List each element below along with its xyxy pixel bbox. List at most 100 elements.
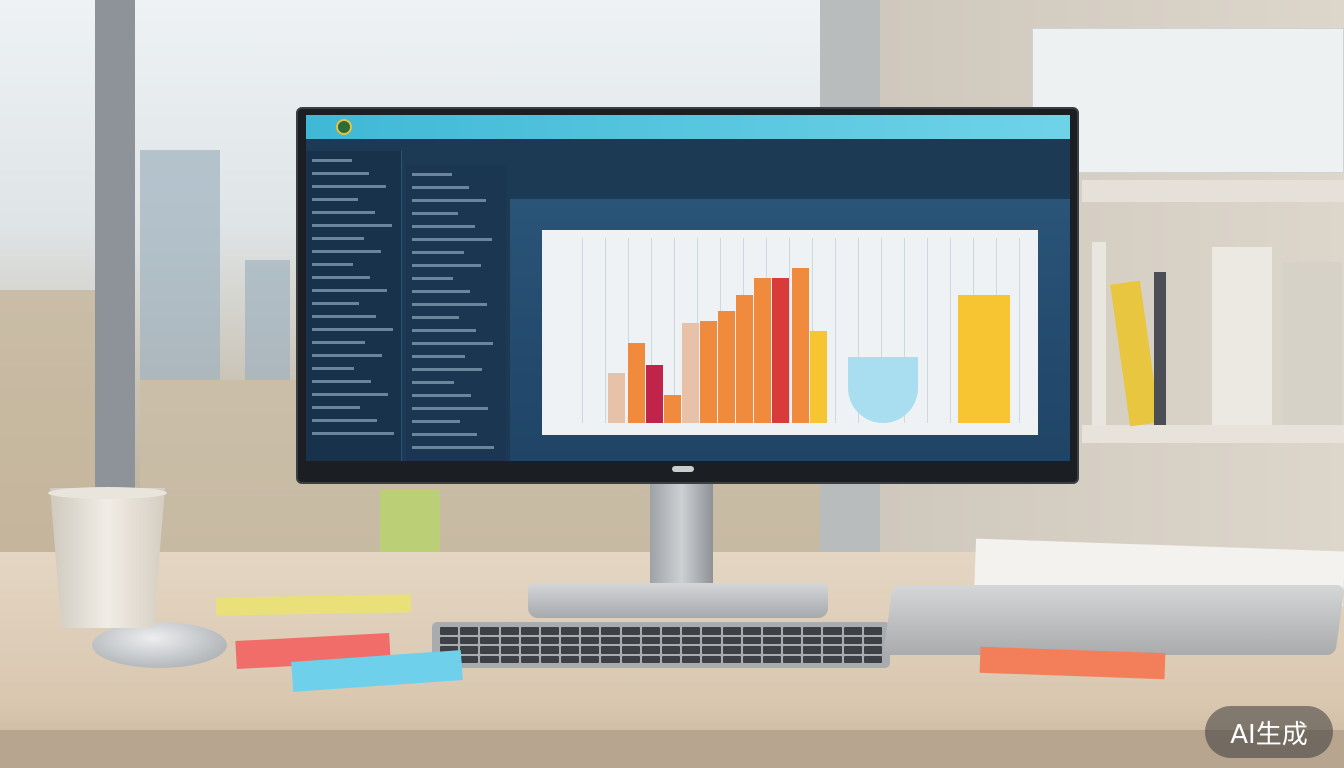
text-line bbox=[312, 315, 376, 318]
key bbox=[500, 636, 519, 644]
key bbox=[460, 627, 479, 635]
key bbox=[621, 627, 640, 635]
keyboard bbox=[432, 622, 890, 668]
grid-line bbox=[950, 238, 951, 423]
text-line bbox=[312, 185, 386, 188]
key bbox=[762, 627, 782, 635]
key bbox=[480, 646, 499, 654]
book bbox=[1110, 280, 1160, 427]
key bbox=[540, 655, 560, 663]
ai-generated-watermark: AI生成 bbox=[1205, 706, 1333, 758]
key bbox=[500, 646, 519, 654]
key bbox=[742, 636, 761, 644]
text-line bbox=[412, 368, 482, 371]
key bbox=[823, 636, 842, 644]
book bbox=[1154, 272, 1166, 425]
chart-bar bbox=[718, 311, 735, 423]
laptop bbox=[883, 585, 1344, 655]
key bbox=[843, 655, 862, 663]
key bbox=[440, 646, 459, 654]
text-line bbox=[312, 328, 393, 331]
key bbox=[863, 636, 882, 644]
key bbox=[500, 627, 519, 635]
key bbox=[661, 636, 681, 644]
text-line bbox=[412, 355, 465, 358]
key bbox=[823, 646, 842, 654]
key bbox=[520, 655, 539, 663]
app-logo-icon bbox=[336, 119, 352, 135]
book bbox=[1092, 242, 1106, 425]
key bbox=[641, 655, 660, 663]
key bbox=[863, 646, 882, 654]
text-line bbox=[412, 173, 452, 176]
chart-bar bbox=[608, 373, 625, 423]
text-line bbox=[312, 224, 392, 227]
key bbox=[460, 655, 479, 663]
building bbox=[140, 150, 220, 380]
chart-bar bbox=[772, 278, 789, 423]
key bbox=[682, 655, 701, 663]
text-line bbox=[312, 419, 377, 422]
key bbox=[601, 627, 620, 635]
key bbox=[762, 655, 782, 663]
grid-line bbox=[835, 238, 836, 423]
book bbox=[1212, 247, 1272, 425]
key bbox=[540, 646, 560, 654]
key bbox=[460, 636, 479, 644]
key bbox=[742, 646, 761, 654]
text-line bbox=[312, 198, 358, 201]
key bbox=[520, 627, 539, 635]
key bbox=[702, 646, 721, 654]
desk-edge bbox=[0, 730, 1344, 768]
text-line bbox=[312, 406, 360, 409]
key bbox=[581, 636, 600, 644]
text-line bbox=[412, 342, 493, 345]
key bbox=[520, 646, 539, 654]
grid-line bbox=[674, 238, 675, 423]
key bbox=[783, 627, 802, 635]
text-line bbox=[412, 225, 475, 228]
chart-bar bbox=[682, 323, 699, 423]
chart-bar bbox=[646, 365, 663, 423]
coffee-cup bbox=[50, 488, 165, 628]
monitor-screen bbox=[306, 115, 1070, 461]
chart-shape bbox=[848, 357, 918, 423]
key bbox=[803, 636, 822, 644]
key bbox=[440, 636, 459, 644]
key bbox=[783, 646, 802, 654]
key bbox=[742, 627, 761, 635]
key bbox=[661, 646, 681, 654]
key bbox=[742, 655, 761, 663]
text-line bbox=[412, 251, 464, 254]
grid-line bbox=[651, 238, 652, 423]
key bbox=[561, 646, 580, 654]
key bbox=[863, 627, 882, 635]
key bbox=[843, 627, 862, 635]
key bbox=[702, 636, 721, 644]
book bbox=[1282, 262, 1342, 425]
text-line bbox=[412, 212, 458, 215]
text-line bbox=[412, 186, 469, 189]
key bbox=[520, 636, 539, 644]
grid-line bbox=[628, 238, 629, 423]
key bbox=[581, 655, 600, 663]
chart-bar bbox=[754, 278, 771, 423]
text-line bbox=[312, 289, 387, 292]
text-line bbox=[312, 250, 381, 253]
key bbox=[641, 627, 660, 635]
text-line bbox=[312, 380, 371, 383]
grid-line bbox=[812, 238, 813, 423]
key bbox=[843, 646, 862, 654]
grid-line bbox=[789, 238, 790, 423]
chart-bar bbox=[664, 395, 681, 423]
key bbox=[722, 655, 741, 663]
key bbox=[863, 655, 882, 663]
key bbox=[540, 636, 560, 644]
monitor-brand-logo bbox=[672, 466, 694, 472]
key bbox=[601, 655, 620, 663]
monitor-stand bbox=[650, 483, 713, 585]
text-line bbox=[312, 276, 370, 279]
monitor-base bbox=[528, 583, 828, 618]
key bbox=[601, 646, 620, 654]
sticky-note bbox=[215, 594, 412, 616]
